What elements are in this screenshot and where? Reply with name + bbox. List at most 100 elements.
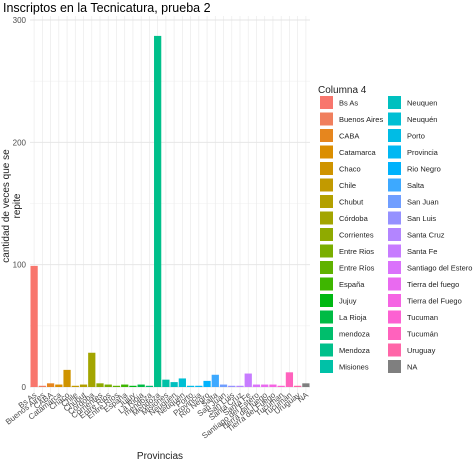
panel-background [30,16,310,393]
bar [154,35,162,388]
x-axis-label: Provincias [136,451,184,462]
legend-swatch [320,294,333,307]
legend-swatch [388,261,401,274]
legend-swatch [388,145,401,159]
bar [211,374,219,387]
legend-label: Chile [339,181,356,190]
legend-label: mendoza [339,330,371,339]
bar [55,384,63,387]
legend-label: Chaco [339,165,361,174]
legend-label: Tierra del Fuego [407,297,462,306]
legend-label: Rio Negro [407,165,441,174]
legend-title: Columna 4 [318,85,367,96]
legend-swatch [388,343,401,357]
legend-swatch [388,310,401,324]
legend-label: Santa Fe [407,247,437,256]
legend-swatch [388,244,401,258]
bar [203,380,211,387]
bar [88,352,96,387]
legend-label: Misiones [339,363,369,372]
bar [46,383,55,387]
legend-label: Chubut [339,198,364,207]
legend-label: Buenos Aires [339,115,383,124]
legend-swatch [320,244,333,258]
bar [129,385,137,387]
legend-label: Neuquen [407,99,437,108]
legend-swatch [320,211,333,225]
bar [121,384,129,387]
legend-swatch [320,162,333,175]
bar [302,383,310,387]
bar [30,265,38,387]
bar [228,385,236,387]
bar [145,385,154,387]
bar [96,383,104,387]
legend-label: NA [407,363,417,372]
legend-swatch [320,261,333,274]
legend-label: Entre Rios [339,247,374,256]
bar [178,378,186,387]
legend-label: Entre Ríos [339,264,375,273]
bar [195,385,203,387]
y-tick-label: 0 [22,383,27,392]
legend-swatch [388,195,401,208]
legend-swatch [388,96,401,109]
legend-swatch [320,343,333,357]
bar [104,384,112,387]
legend-swatch [388,294,401,307]
legend-label: Provincia [407,148,439,157]
bar [244,373,252,387]
bar [219,384,228,387]
legend-label: San Luis [407,214,436,223]
legend-label: Córdoba [339,214,369,223]
legend-swatch [320,145,333,159]
legend-swatch [320,310,333,324]
legend-swatch [320,129,333,142]
bar [294,385,302,387]
legend-label: Porto [407,132,425,141]
legend-label: Catamarca [339,148,377,157]
bar [186,385,195,387]
bar [71,385,79,387]
y-tick-label: 200 [13,138,27,147]
legend-label: Santa Cruz [407,231,445,240]
legend-label: La Rioja [339,313,367,322]
bar [170,382,178,387]
legend-label: Uruguay [407,346,436,355]
legend-label: Santiago del Estero [407,264,472,273]
legend-label: Salta [407,181,425,190]
bar [285,372,294,387]
bar [112,385,121,387]
bar [236,385,244,387]
y-tick-label: 100 [13,261,27,270]
legend-swatch [388,360,401,373]
legend-label: Mendoza [339,346,371,355]
legend-label: España [339,280,365,289]
legend-swatch [320,96,333,109]
legend-label: Corrientes [339,231,374,240]
legend-label: San Juan [407,198,439,207]
bar [269,384,277,387]
legend-swatch [388,277,401,291]
legend-label: Tierra del fuego [407,280,459,289]
bar [63,369,71,387]
legend-label: Neuquén [407,115,437,124]
legend-swatch [388,211,401,225]
bar [252,384,261,387]
legend-swatch [320,277,333,291]
legend-swatch [320,360,333,373]
bar [261,384,269,387]
bar [277,385,285,387]
legend-swatch [320,327,333,340]
legend-swatch [388,162,401,175]
legend-swatch [388,129,401,142]
legend-label: CABA [339,132,359,141]
y-tick-label: 300 [13,16,27,25]
legend-label: Jujuy [339,297,357,306]
legend-label: Tucumán [407,330,438,339]
bar [38,385,46,387]
legend-swatch [388,178,401,192]
bar [162,379,170,387]
